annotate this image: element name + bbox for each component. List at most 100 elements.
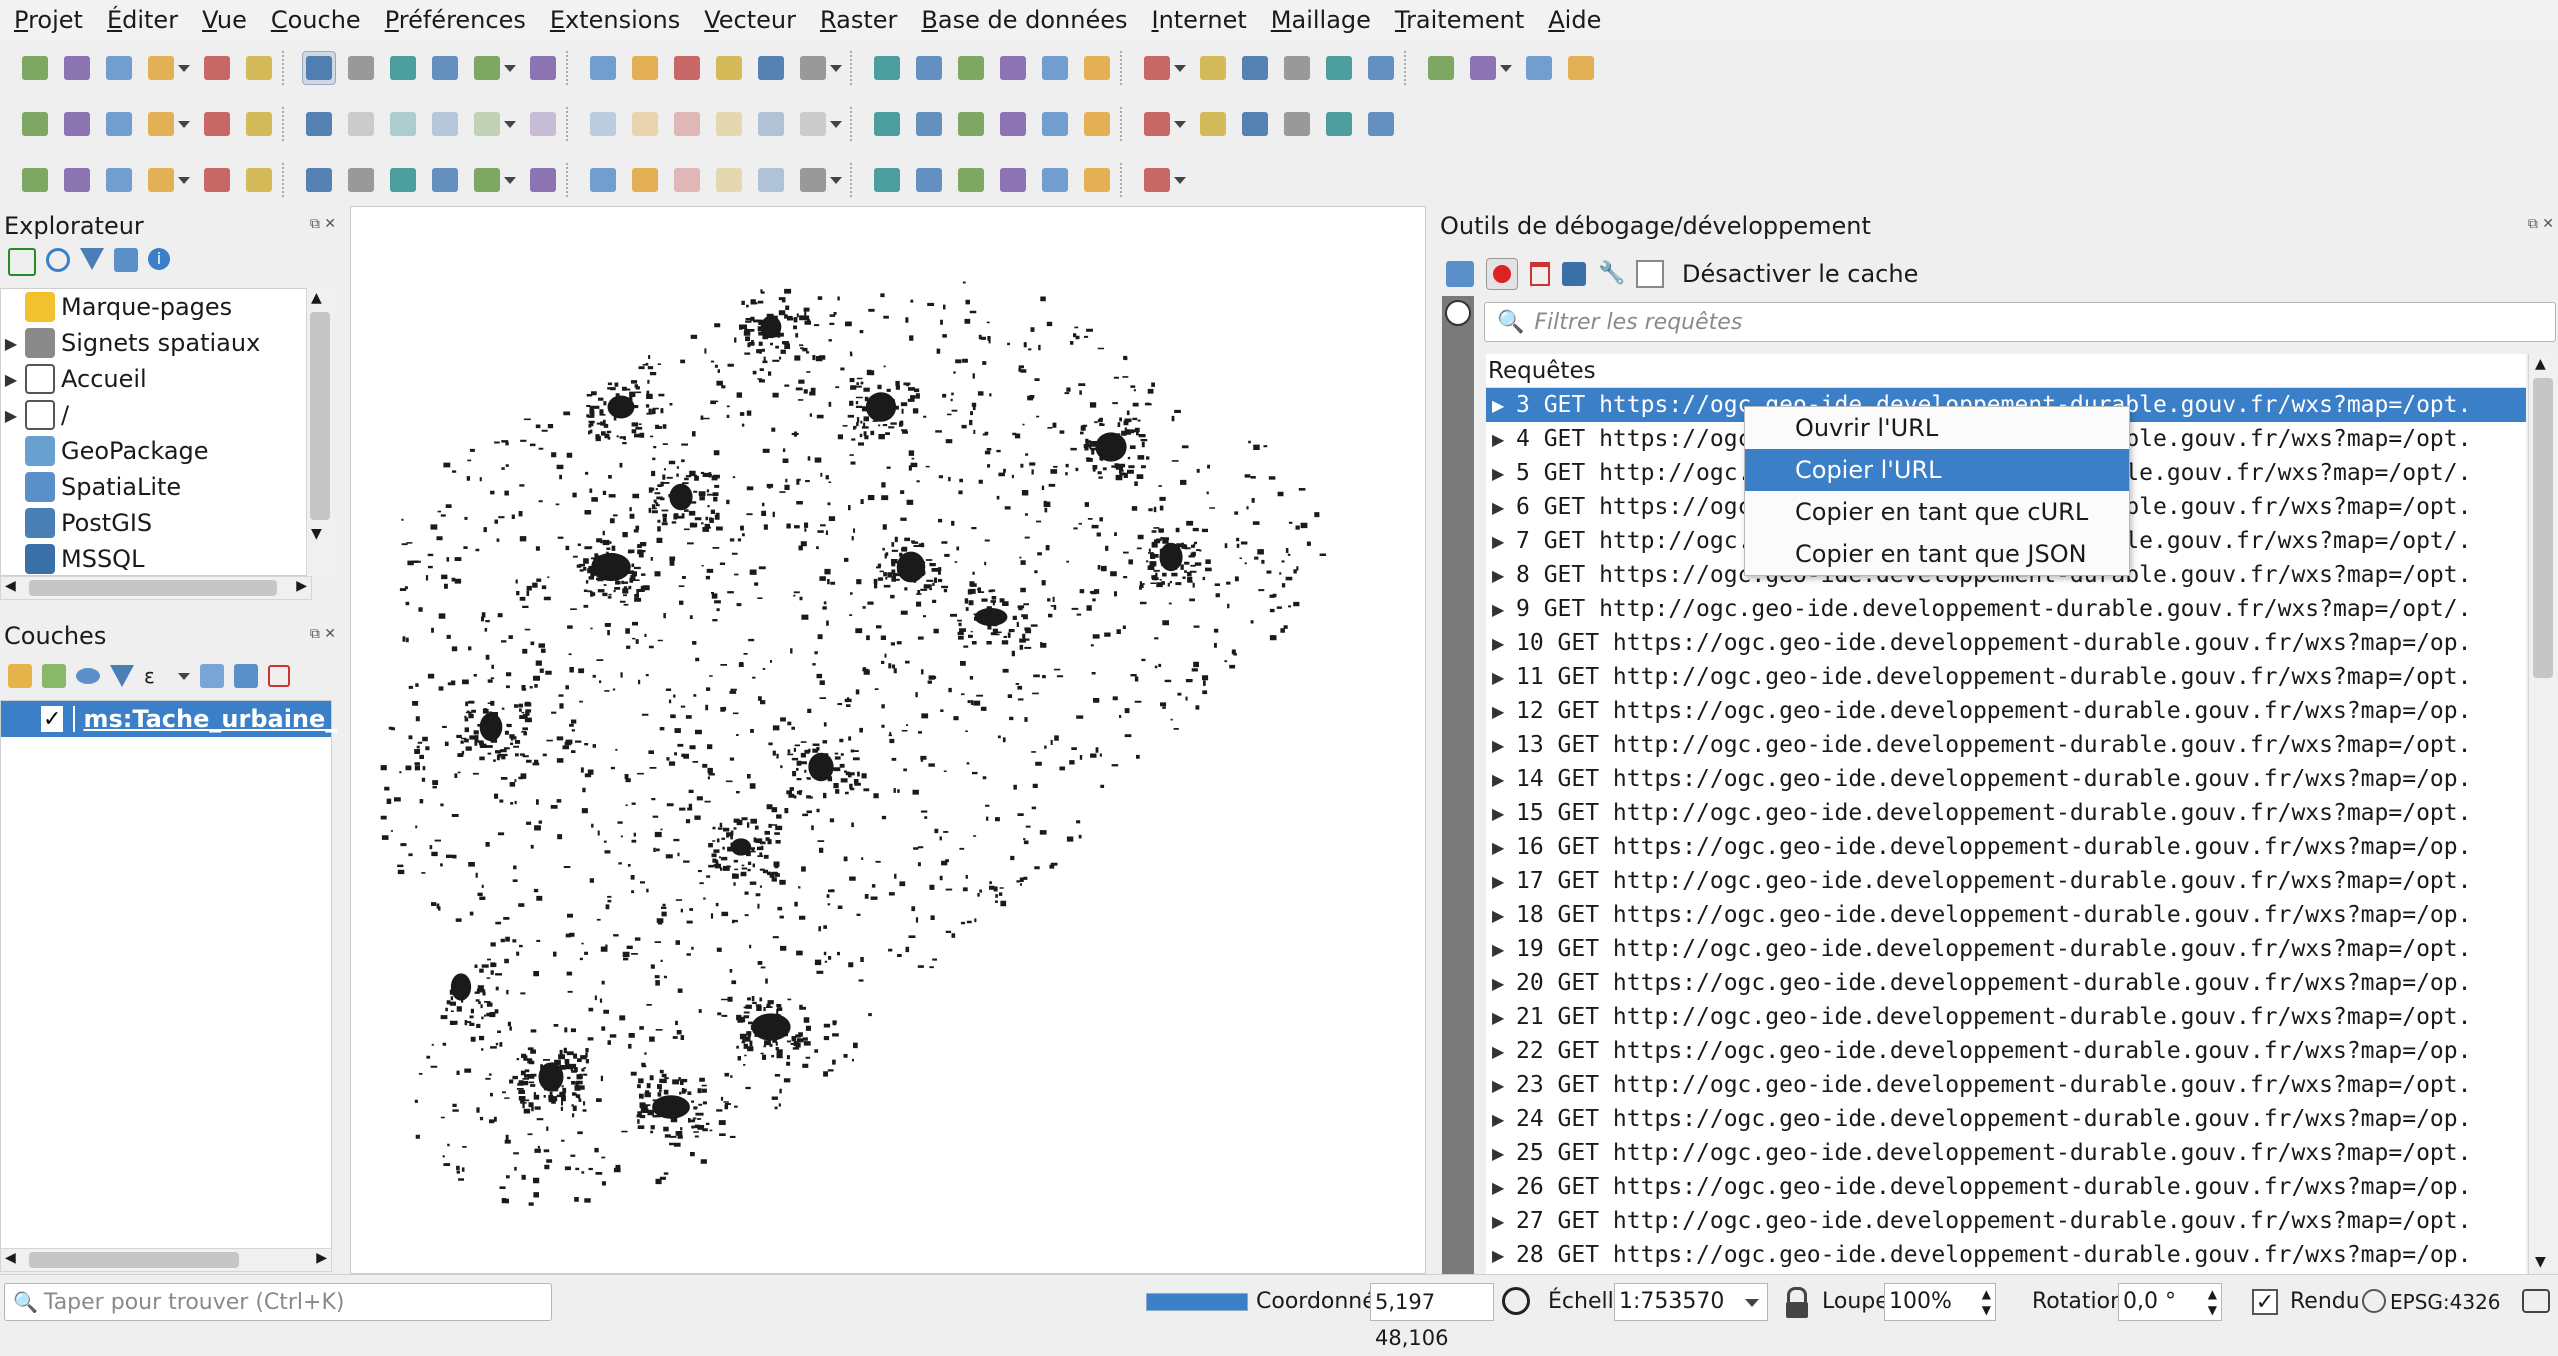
scroll-left-icon[interactable]: ◀	[5, 1250, 16, 1266]
menu-3[interactable]: Couche	[270, 6, 361, 34]
new-3d-view-button[interactable]	[796, 51, 830, 85]
gradient-button[interactable]	[526, 163, 560, 197]
point-button[interactable]	[102, 163, 136, 197]
explorer-item[interactable]: ▶ Accueil	[1, 361, 311, 397]
chevron-down-icon[interactable]	[1500, 51, 1512, 85]
request-row[interactable]: ▶ 11 GET http://ogc.geo-ide.developpement…	[1486, 660, 2526, 694]
add-raster-button[interactable]	[242, 107, 276, 141]
chevron-right-icon[interactable]: ▶	[4, 333, 18, 353]
coord-field[interactable]: 5,197 48,106	[1370, 1283, 1494, 1350]
menu-5[interactable]: Extensions	[549, 6, 681, 34]
chevron-right-icon[interactable]: ▶	[1492, 871, 1505, 891]
collapse-all-icon[interactable]	[114, 248, 138, 272]
render-checkbox[interactable]: ✓	[2252, 1289, 2278, 1315]
chevron-down-icon[interactable]	[830, 107, 842, 141]
chevron-right-icon[interactable]: ▶	[1492, 939, 1505, 959]
move-button[interactable]	[754, 163, 788, 197]
chevron-right-icon[interactable]: ▶	[1492, 1041, 1505, 1061]
info-icon[interactable]: i	[148, 248, 170, 270]
open-project-button[interactable]	[60, 51, 94, 85]
zoom-in-button[interactable]	[386, 51, 420, 85]
magnifier-spinbox[interactable]: 100% ▲ ▼	[1884, 1283, 1996, 1321]
chevron-right-icon[interactable]: ▶	[1492, 973, 1505, 993]
deselect-button[interactable]	[1140, 51, 1174, 85]
chevron-right-icon[interactable]: ▶	[1492, 599, 1505, 619]
debug-side-tab[interactable]	[1442, 296, 1474, 1274]
select-annotation-button[interactable]	[870, 163, 904, 197]
show-bookmarks-button[interactable]	[912, 51, 946, 85]
label-abc-button[interactable]	[996, 107, 1030, 141]
add-feature-button[interactable]	[428, 107, 462, 141]
text-annotation-button[interactable]	[796, 163, 830, 197]
crs-globe-icon[interactable]	[2362, 1289, 2386, 1313]
paste-button[interactable]	[712, 107, 746, 141]
record-button[interactable]	[1486, 258, 1518, 290]
spinbox-arrows-icon[interactable]: ▲ ▼	[2207, 1287, 2217, 1317]
cut-button[interactable]	[628, 107, 662, 141]
explorer-scrollbar[interactable]: ▲ ▼	[306, 288, 333, 576]
expression-icon[interactable]: ε	[144, 664, 155, 688]
identify-button[interactable]	[1238, 51, 1272, 85]
crs-label[interactable]: EPSG:4326	[2390, 1290, 2501, 1314]
edit-annotation-button[interactable]	[670, 163, 704, 197]
label-pin-button[interactable]	[912, 107, 946, 141]
request-row[interactable]: ▶ 28 GET https://ogc.geo-ide.developpemen…	[1486, 1238, 2526, 1272]
chevron-right-icon[interactable]: ▶	[1492, 1211, 1505, 1231]
clock-icon[interactable]	[1445, 300, 1471, 326]
text-tool-button[interactable]	[1038, 163, 1072, 197]
measure-button[interactable]	[1466, 51, 1500, 85]
digitize-button[interactable]	[102, 107, 136, 141]
flower2-button[interactable]	[428, 163, 462, 197]
pan-to-selection-button[interactable]	[344, 51, 378, 85]
layers-hscroll[interactable]: ◀ ▶	[0, 1248, 332, 1272]
add-wms-button[interactable]	[200, 107, 234, 141]
chevron-down-icon[interactable]	[1174, 107, 1186, 141]
request-row[interactable]: ▶ 10 GET https://ogc.geo-ide.developpemen…	[1486, 626, 2526, 660]
pan-button[interactable]	[302, 51, 336, 85]
undo-button[interactable]	[754, 107, 788, 141]
spinbox-arrows-icon[interactable]: ▲ ▼	[1981, 1287, 1991, 1317]
label-button[interactable]	[870, 107, 904, 141]
print-layout-button[interactable]	[200, 51, 234, 85]
chevron-right-icon[interactable]: ▶	[1492, 531, 1505, 551]
paint-button[interactable]	[470, 163, 504, 197]
chevron-right-icon[interactable]: ▶	[1492, 905, 1505, 925]
processing-button[interactable]	[1322, 51, 1356, 85]
menu-11[interactable]: Traitement	[1394, 6, 1525, 34]
filter-icon[interactable]	[110, 665, 134, 687]
request-row[interactable]: ▶ 16 GET https://ogc.geo-ide.developpemen…	[1486, 830, 2526, 864]
explorer-item[interactable]: ▶ /	[1, 397, 311, 433]
palette-button[interactable]	[628, 163, 662, 197]
dock-buttons[interactable]: ⧉ ✕	[2527, 216, 2554, 232]
chevron-right-icon[interactable]: ▶	[1492, 769, 1505, 789]
edit-button[interactable]	[302, 107, 336, 141]
request-row[interactable]: ▶ 9 GET http://ogc.geo-ide.developpement-…	[1486, 592, 2526, 626]
chevron-down-icon[interactable]	[1174, 51, 1186, 85]
redo-button[interactable]	[796, 107, 830, 141]
request-row[interactable]: ▶ 15 GET http://ogc.geo-ide.developpement…	[1486, 796, 2526, 830]
menu-1[interactable]: Éditer	[106, 6, 179, 34]
star-button[interactable]	[996, 163, 1030, 197]
node-tool-button[interactable]	[712, 163, 746, 197]
scroll-up-icon[interactable]: ▲	[311, 290, 322, 306]
new-virtual-layer-button[interactable]	[144, 107, 178, 141]
select-feature-button[interactable]	[1038, 51, 1072, 85]
filter-icon[interactable]	[80, 248, 104, 270]
modify-attributes-button[interactable]	[526, 107, 560, 141]
scrollbar-thumb[interactable]	[310, 312, 330, 520]
remove-layer-icon[interactable]	[268, 665, 290, 687]
dock-buttons[interactable]: ⧉ ✕	[309, 216, 336, 232]
scrollbar-thumb[interactable]	[2533, 378, 2553, 678]
texture-button[interactable]	[344, 163, 378, 197]
plugin-button[interactable]	[1322, 107, 1356, 141]
save-as-button[interactable]	[144, 51, 178, 85]
scroll-left-icon[interactable]: ◀	[5, 578, 16, 594]
style-icon[interactable]	[8, 664, 32, 688]
locator-button[interactable]	[1564, 51, 1598, 85]
rotation-spinbox[interactable]: 0,0 ° ▲ ▼	[2118, 1283, 2222, 1321]
menu-6[interactable]: Vecteur	[704, 6, 796, 34]
menu-8[interactable]: Base de données	[921, 6, 1128, 34]
add-node-button[interactable]	[912, 163, 946, 197]
explorer-hscroll[interactable]: ◀ ▶	[0, 576, 312, 600]
chevron-down-icon[interactable]	[178, 163, 190, 197]
